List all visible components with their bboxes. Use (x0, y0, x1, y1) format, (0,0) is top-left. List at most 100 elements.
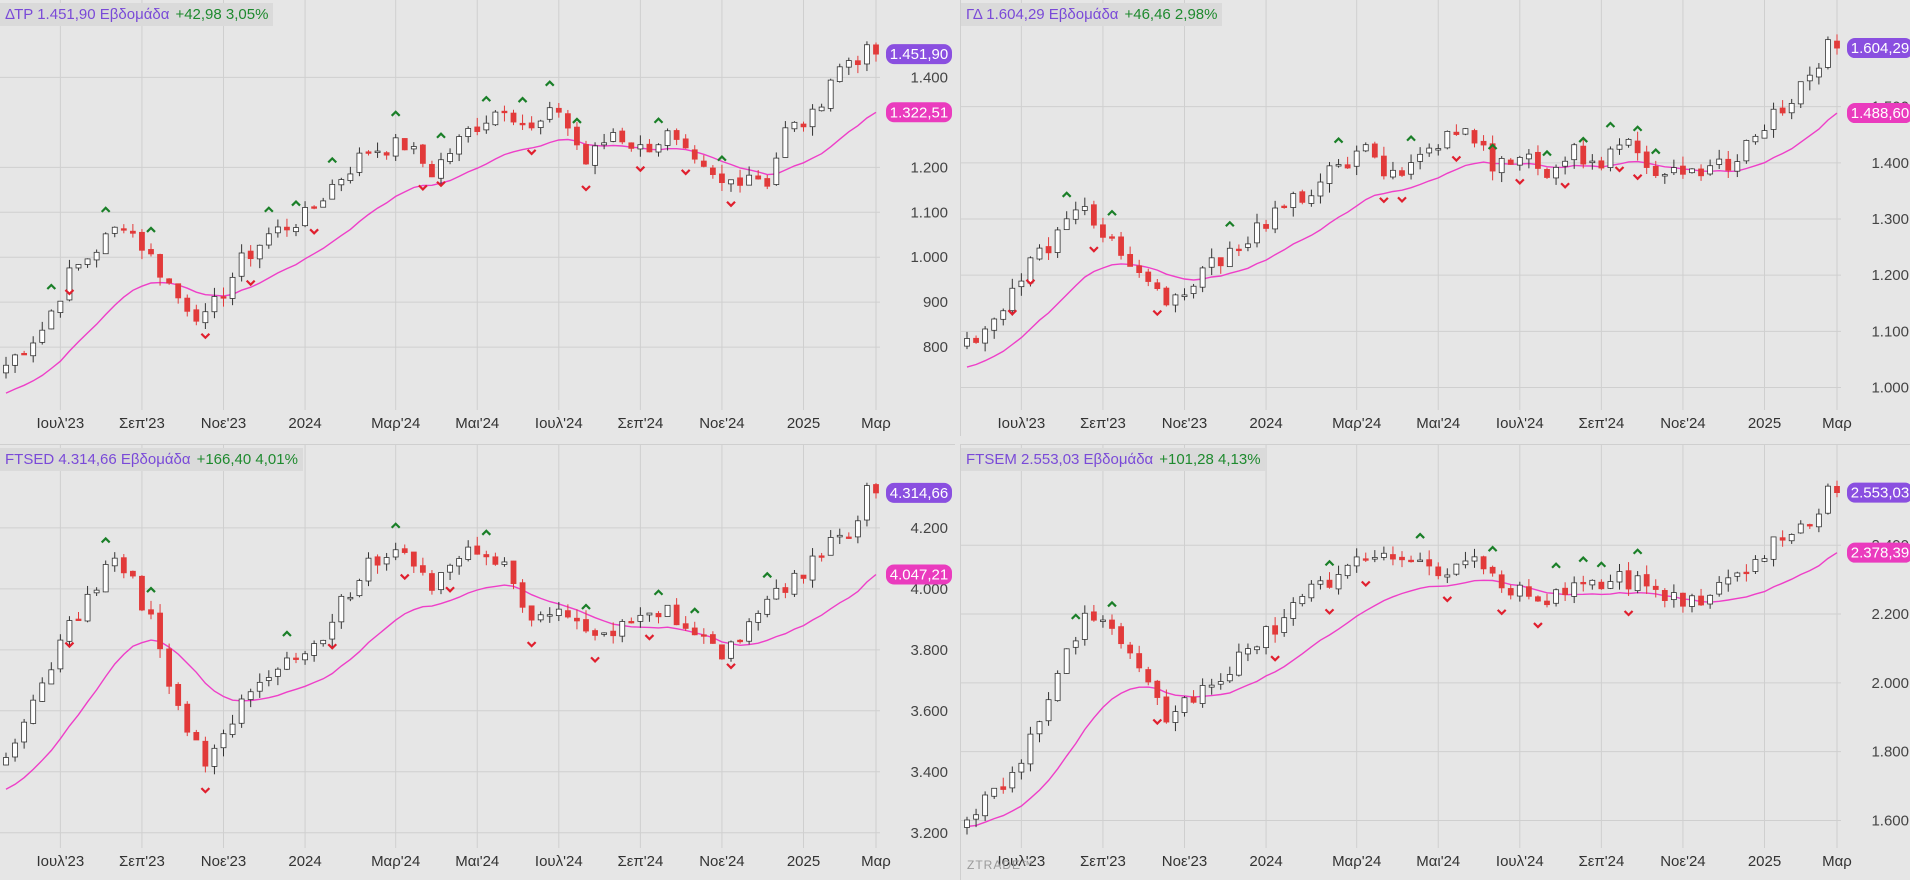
chart-panel-gd[interactable]: 1.5001.4001.3001.2001.1001.000Ιουλ'23Σεπ… (960, 0, 1910, 436)
candle[interactable] (1018, 273, 1025, 296)
candle[interactable] (537, 611, 544, 623)
candle[interactable] (1535, 145, 1541, 176)
candle[interactable] (419, 557, 426, 576)
candle[interactable] (746, 166, 753, 186)
candle[interactable] (338, 177, 345, 192)
candle[interactable] (1353, 548, 1360, 573)
candle[interactable] (1326, 161, 1333, 193)
candle[interactable] (610, 622, 617, 644)
candle[interactable] (1498, 570, 1505, 593)
candle[interactable] (1118, 622, 1124, 649)
candle[interactable] (809, 548, 816, 588)
candle[interactable] (39, 677, 46, 702)
candle[interactable] (637, 135, 644, 157)
candle[interactable] (854, 515, 861, 544)
candle[interactable] (610, 128, 617, 143)
candle[interactable] (93, 587, 100, 596)
candle[interactable] (284, 651, 290, 671)
candle[interactable] (1589, 154, 1596, 170)
candle[interactable] (175, 283, 182, 304)
candle[interactable] (1779, 100, 1786, 116)
candle[interactable] (827, 530, 834, 556)
candle[interactable] (1661, 172, 1668, 184)
candle[interactable] (229, 714, 236, 738)
candle[interactable] (746, 618, 753, 645)
candle[interactable] (247, 245, 254, 267)
candle[interactable] (773, 152, 780, 186)
candle[interactable] (1743, 139, 1750, 164)
candle[interactable] (374, 142, 381, 158)
candle[interactable] (982, 326, 989, 352)
candle[interactable] (1272, 200, 1279, 234)
candle[interactable] (111, 226, 118, 238)
candle[interactable] (1335, 159, 1342, 168)
candle[interactable] (1036, 720, 1043, 743)
candle[interactable] (501, 105, 508, 122)
candle[interactable] (1090, 200, 1097, 229)
candle[interactable] (1417, 552, 1424, 562)
candle[interactable] (1507, 158, 1514, 165)
candle[interactable] (274, 667, 281, 686)
candle[interactable] (429, 570, 435, 595)
candle[interactable] (1254, 645, 1260, 655)
candle[interactable] (1806, 66, 1813, 91)
candle[interactable] (492, 110, 499, 127)
candle[interactable] (66, 616, 73, 647)
candle[interactable] (211, 744, 218, 775)
candle[interactable] (1815, 508, 1822, 533)
candle[interactable] (836, 63, 843, 83)
candle[interactable] (1154, 278, 1161, 291)
candle[interactable] (1072, 201, 1079, 225)
candle[interactable] (719, 164, 725, 191)
candle[interactable] (1109, 233, 1115, 242)
candle[interactable] (800, 574, 807, 584)
candle[interactable] (1145, 666, 1152, 686)
candle[interactable] (1643, 565, 1650, 594)
candle[interactable] (320, 639, 327, 647)
candle[interactable] (1562, 156, 1569, 175)
candle[interactable] (764, 595, 771, 618)
candle[interactable] (1788, 98, 1795, 120)
candle[interactable] (392, 133, 399, 161)
candle[interactable] (75, 263, 82, 271)
candle[interactable] (1725, 569, 1732, 592)
candle[interactable] (93, 249, 100, 268)
candle[interactable] (1634, 131, 1641, 161)
candle[interactable] (1752, 555, 1759, 574)
candle[interactable] (465, 540, 472, 562)
candle[interactable] (1634, 571, 1641, 594)
candle[interactable] (1081, 197, 1088, 216)
candle[interactable] (30, 694, 37, 725)
candle[interactable] (1607, 146, 1614, 172)
candle[interactable] (519, 114, 526, 130)
candle[interactable] (474, 536, 481, 555)
candle[interactable] (1525, 579, 1532, 600)
candle[interactable] (356, 147, 363, 177)
candle[interactable] (655, 143, 662, 157)
candle[interactable] (84, 258, 91, 268)
candle[interactable] (184, 701, 191, 737)
candle[interactable] (1317, 576, 1324, 590)
candle[interactable] (1652, 160, 1659, 179)
candle[interactable] (583, 140, 589, 165)
candle[interactable] (619, 127, 626, 145)
candle[interactable] (220, 729, 227, 757)
candle[interactable] (3, 356, 9, 379)
candle[interactable] (592, 142, 598, 175)
candle[interactable] (302, 650, 308, 665)
candle[interactable] (1263, 625, 1269, 655)
candle[interactable] (1435, 562, 1442, 580)
candle[interactable] (1390, 546, 1396, 566)
candle[interactable] (302, 201, 308, 228)
candle[interactable] (1770, 102, 1777, 138)
candle[interactable] (1380, 146, 1387, 180)
candle[interactable] (3, 752, 9, 766)
candle[interactable] (1290, 597, 1297, 626)
candle[interactable] (293, 224, 299, 237)
candle[interactable] (148, 600, 154, 620)
candle[interactable] (356, 578, 363, 598)
candle[interactable] (1063, 211, 1070, 231)
candle[interactable] (737, 169, 743, 193)
candle[interactable] (845, 57, 852, 75)
candle[interactable] (202, 303, 209, 329)
